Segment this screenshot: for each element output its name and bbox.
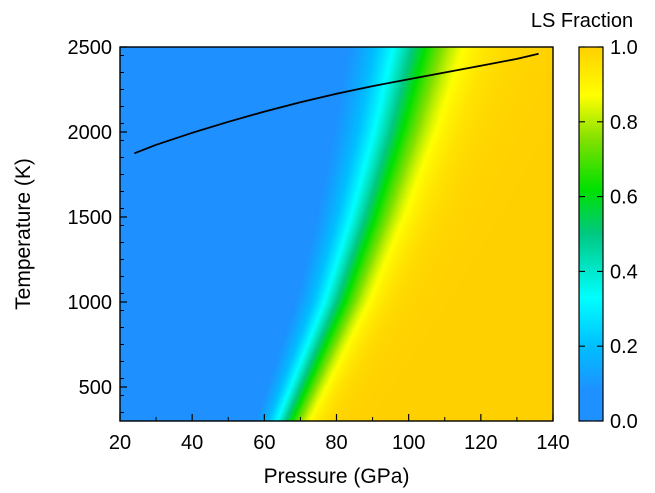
y-tick-label: 1500 [68, 207, 113, 229]
colorbar-title: LS Fraction [531, 10, 633, 32]
x-tick-label: 120 [464, 432, 497, 454]
y-tick-label: 2500 [68, 37, 113, 59]
colorbar: 0.0 0.2 0.4 0.6 0.8 1.0 LS Fraction [531, 10, 638, 433]
y-axis-label: Temperature (K) [12, 158, 35, 310]
x-tick-label: 140 [536, 432, 569, 454]
x-tick-label: 20 [109, 432, 131, 454]
y-tick-label: 1000 [68, 292, 113, 314]
series-line-0 [134, 52, 539, 155]
colorbar-tick-label: 0.8 [610, 112, 638, 134]
y-tick-label: 2000 [68, 122, 113, 144]
x-axis-label: Pressure (GPa) [264, 465, 410, 488]
ls-fraction-heatmap [120, 47, 553, 421]
x-tick-label: 40 [181, 432, 203, 454]
x-axis: 20 40 60 80 100 120 140 [109, 414, 570, 454]
x-tick-label: 100 [392, 432, 425, 454]
colorbar-bar [578, 46, 604, 422]
colorbar-tick-label: 0.2 [610, 336, 638, 358]
x-tick-label: 80 [325, 432, 347, 454]
series-layer [134, 52, 539, 155]
colorbar-tick-label: 0.4 [610, 261, 638, 283]
colorbar-tick-label: 1.0 [610, 37, 638, 59]
plot-area [119, 46, 554, 422]
x-tick-label: 60 [253, 432, 275, 454]
y-tick-label: 500 [79, 377, 112, 399]
colorbar-tick-label: 0.6 [610, 187, 638, 209]
y-axis: 500 1000 1500 2000 2500 [68, 37, 127, 413]
colorbar-ticks: 0.0 0.2 0.4 0.6 0.8 1.0 [579, 37, 638, 433]
colorbar-tick-label: 0.0 [610, 411, 638, 433]
